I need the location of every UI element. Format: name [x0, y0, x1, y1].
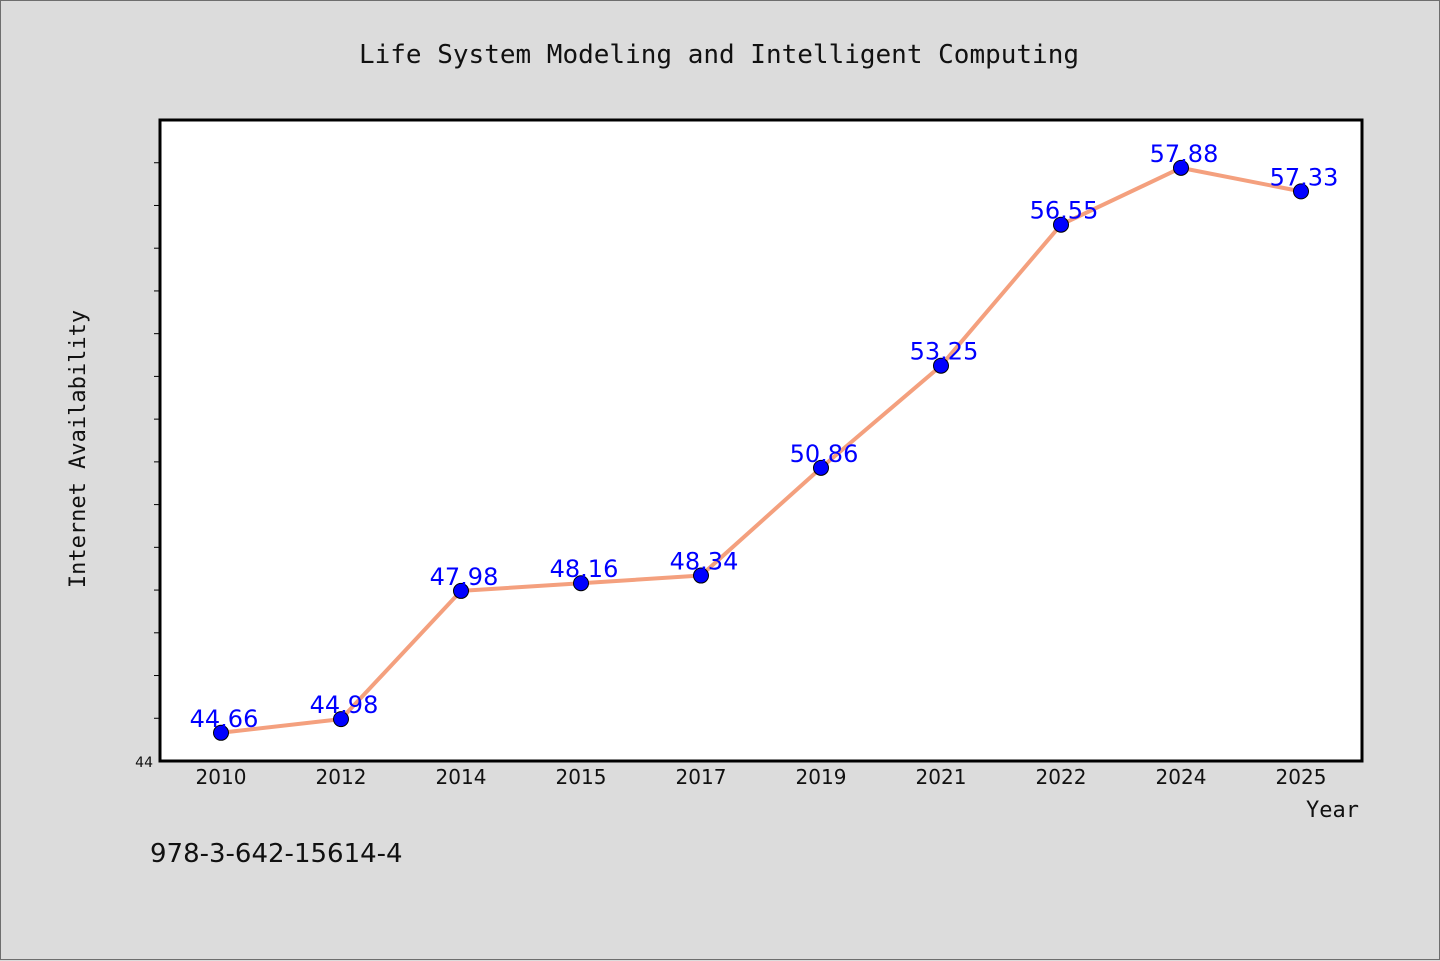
data-label: 48.16	[550, 555, 619, 583]
data-point	[693, 567, 709, 584]
y-tick-label-min: 44	[135, 755, 153, 771]
data-label: 48.34	[670, 548, 739, 576]
x-tick-label: 2017	[676, 765, 727, 789]
x-axis-title: Year	[1306, 798, 1359, 823]
data-label: 56.55	[1030, 197, 1099, 225]
data-label: 44.66	[190, 705, 259, 733]
x-tick-label: 2022	[1036, 765, 1087, 789]
x-tick-label: 2021	[916, 765, 967, 789]
x-tick-label: 2012	[316, 765, 367, 789]
x-tick-label: 2024	[1156, 765, 1207, 789]
data-label: 50.86	[790, 440, 859, 468]
x-tick-label: 2025	[1276, 765, 1327, 789]
data-label: 57.33	[1270, 163, 1339, 191]
data-label: 57.88	[1150, 140, 1219, 168]
series-layer	[213, 159, 1309, 741]
footnote: 978-3-642-15614-4	[150, 839, 403, 869]
data-point	[573, 575, 589, 592]
data-point	[1053, 216, 1069, 233]
data-point	[453, 582, 469, 599]
data-point	[933, 357, 949, 374]
y-axis-title: Internet Availability	[66, 310, 91, 588]
data-point	[813, 459, 829, 476]
plot-area	[158, 118, 1364, 763]
x-tick-label: 2014	[436, 765, 487, 789]
data-label: 47.98	[430, 563, 499, 591]
data-label: 44.98	[310, 691, 379, 719]
x-tick-label: 2019	[796, 765, 847, 789]
series-line	[220, 165, 1302, 735]
data-point	[1293, 183, 1309, 200]
data-point	[333, 711, 349, 728]
data-point	[213, 724, 229, 741]
y-axis-ticks	[154, 162, 160, 719]
data-point	[1173, 159, 1189, 176]
data-labels-layer: 44.66 44.98 47.98 48.16 48.34 50.86 53.25 56.55…	[190, 140, 1339, 733]
x-tick-label: 2010	[196, 765, 247, 789]
x-axis-tick-labels: 2010 2012 2014 2015 2017 2019 2021 2022 2024 2025	[196, 765, 1327, 789]
chart-title: Life System Modeling and Intelligent Com…	[359, 40, 1079, 70]
x-tick-label: 2015	[556, 765, 607, 789]
data-label: 53.25	[910, 338, 979, 366]
